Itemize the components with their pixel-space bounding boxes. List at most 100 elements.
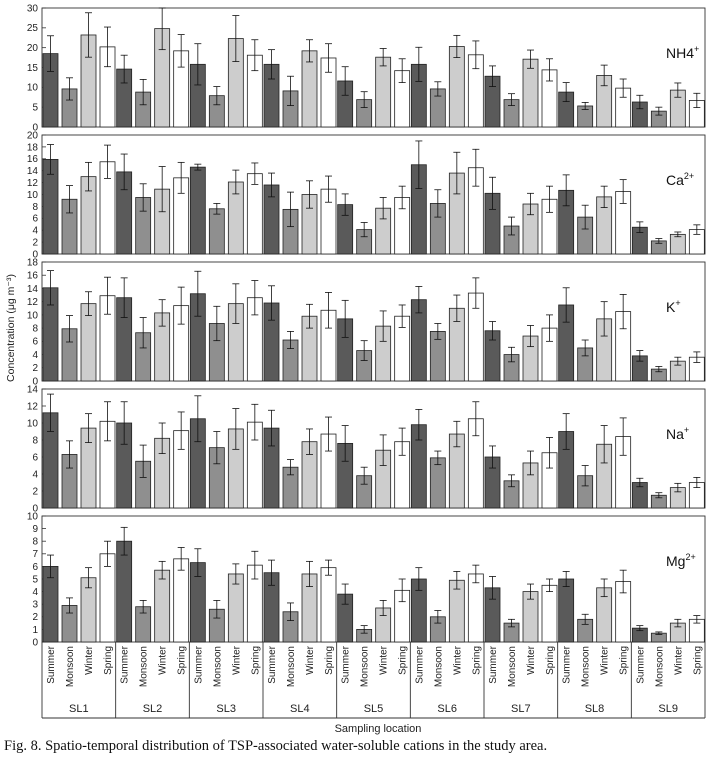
location-label: SL2 [143, 703, 163, 715]
bar-sl6-monsoon [429, 457, 446, 509]
season-label: Monsoon [654, 646, 665, 687]
figure-caption: Fig. 8. Spatio-temporal distribution of … [4, 738, 548, 754]
y-tick-label: 12 [27, 401, 39, 412]
ion-label: NH4+ [666, 44, 699, 61]
season-label: Spring [324, 646, 335, 675]
y-tick-label: 14 [27, 284, 39, 295]
y-tick-label: 6 [32, 214, 38, 225]
season-label: Monsoon [507, 646, 518, 687]
bar-sl9-winter [669, 233, 686, 255]
y-tick-label: 14 [27, 384, 39, 395]
season-label: Winter [305, 645, 316, 675]
bar-sl4-spring [320, 567, 337, 643]
bar-sl2-winter [154, 569, 171, 643]
location-label: SL7 [511, 703, 531, 715]
location-label: SL1 [69, 703, 89, 715]
y-tick-label: 4 [32, 226, 38, 237]
season-label: Spring [692, 646, 703, 675]
season-label: Summer [267, 645, 278, 683]
panels-group: 051015202530NH4+02468101214161820Ca2+024… [27, 3, 706, 648]
ion-charge: 2+ [685, 552, 695, 562]
ion-label: Ca2+ [666, 171, 694, 188]
panel-frame [41, 388, 706, 509]
season-label: Spring [103, 646, 114, 675]
season-label: Monsoon [581, 646, 592, 687]
y-tick-label: 16 [27, 154, 39, 165]
location-label: SL8 [585, 703, 605, 715]
ion-charge: + [684, 425, 689, 435]
y-tick-label: 10 [27, 511, 39, 522]
ion-charge: 2+ [684, 171, 694, 181]
y-tick-label: 2 [32, 363, 38, 374]
y-tick-label: 6 [32, 337, 38, 348]
bar-sl3-spring [246, 173, 263, 255]
y-tick-label: 16 [27, 271, 39, 282]
location-label: SL4 [290, 703, 310, 715]
season-label: Monsoon [212, 646, 223, 687]
season-label: Summer [46, 645, 57, 683]
season-label: Winter [379, 645, 390, 675]
y-tick-label: 10 [27, 418, 39, 429]
y-tick-label: 18 [27, 257, 39, 268]
y-tick-label: 14 [27, 166, 39, 177]
panel-nh4: 0 5 10 15 20 25 30 NH4+ [27, 3, 706, 133]
season-label: Summer [341, 645, 352, 683]
bar-sl6-winter [448, 46, 465, 128]
y-tick-label: 0 [32, 249, 38, 260]
season-label: Winter [158, 645, 169, 675]
y-tick-label: 4 [32, 350, 38, 361]
season-label: Spring [545, 646, 556, 675]
x-axis: Summer Monsoon Winter Spring SL1 Summer Monsoo… [41, 642, 706, 719]
season-label: Winter [84, 645, 95, 675]
bar-sl3-summer [189, 166, 206, 255]
ion-charge: + [694, 44, 699, 54]
bar-sl3-monsoon [208, 208, 225, 255]
y-tick-label: 3 [32, 600, 38, 611]
y-tick-label: 9 [32, 524, 38, 535]
season-label: Summer [562, 645, 573, 683]
season-label: Summer [488, 645, 499, 683]
y-tick-label: 6 [32, 452, 38, 463]
season-label: Spring [250, 646, 261, 675]
ion-charge: + [675, 298, 680, 308]
season-label: Monsoon [286, 646, 297, 687]
y-tick-label: 4 [32, 469, 38, 480]
y-tick-label: 15 [27, 63, 39, 74]
y-tick-label: 8 [32, 435, 38, 446]
season-label: Summer [414, 645, 425, 683]
bar-sl6-spring [467, 573, 484, 643]
y-tick-label: 4 [32, 587, 38, 598]
y-tick-label: 20 [27, 43, 39, 54]
bar-sl2-spring [173, 558, 190, 643]
y-tick-label: 2 [32, 238, 38, 249]
location-label: SL3 [216, 703, 236, 715]
season-label: Monsoon [360, 646, 371, 687]
y-tick-label: 1 [32, 625, 38, 636]
y-tick-label: 0 [32, 122, 38, 133]
y-tick-label: 0 [32, 503, 38, 514]
y-tick-label: 8 [32, 202, 38, 213]
ion-label: Na+ [666, 425, 689, 442]
y-tick-label: 0 [32, 376, 38, 387]
y-tick-label: 25 [27, 23, 39, 34]
panel-frame [41, 261, 706, 382]
bar-sl5-winter [375, 56, 392, 128]
season-label: Winter [526, 645, 537, 675]
season-label: Spring [177, 646, 188, 675]
location-label: SL9 [658, 703, 678, 715]
ion-label: K+ [666, 298, 681, 315]
season-label: Winter [231, 645, 242, 675]
y-tick-label: 5 [32, 574, 38, 585]
bar-sl7-spring [541, 584, 558, 643]
y-tick-label: 5 [32, 103, 38, 114]
bar-sl7-winter [522, 58, 539, 128]
y-tick-label: 2 [32, 612, 38, 623]
y-tick-label: 6 [32, 562, 38, 573]
y-tick-label: 12 [27, 297, 39, 308]
season-label: Summer [120, 645, 131, 683]
season-label: Summer [193, 645, 204, 683]
x-axis-label: Sampling location [335, 723, 422, 735]
location-label: SL6 [437, 703, 457, 715]
cation-chart: 051015202530NH4+02468101214161820Ca2+024… [5, 3, 706, 735]
